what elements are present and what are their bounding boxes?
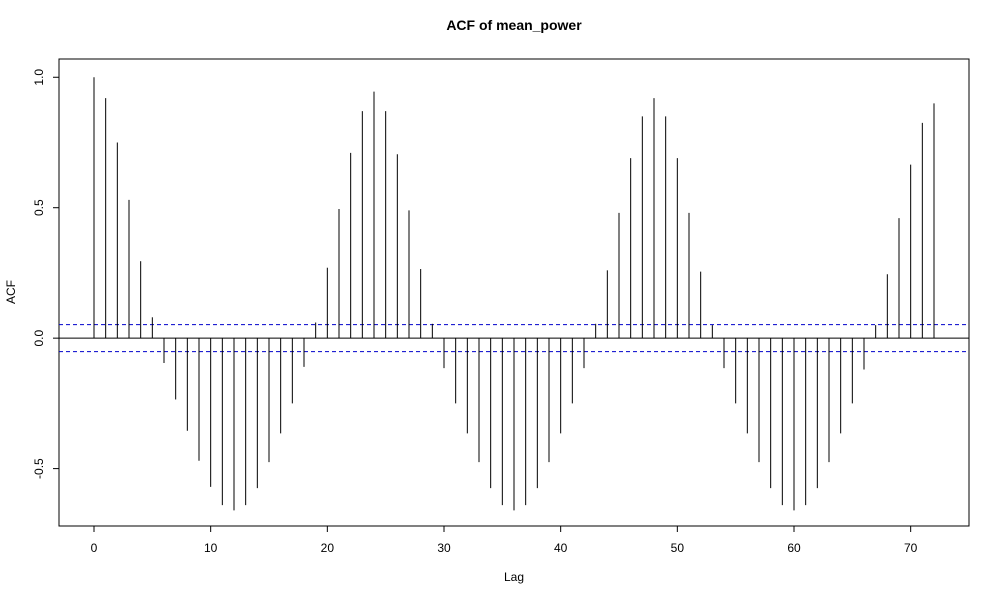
x-tick-label: 30 bbox=[437, 541, 451, 555]
y-tick-label: 0.0 bbox=[32, 329, 46, 346]
x-tick-label: 70 bbox=[904, 541, 918, 555]
x-tick-label: 20 bbox=[321, 541, 335, 555]
y-tick-label: -0.5 bbox=[32, 458, 46, 479]
x-tick-label: 60 bbox=[787, 541, 801, 555]
x-tick-label: 50 bbox=[671, 541, 685, 555]
y-axis-title: ACF bbox=[4, 280, 18, 304]
plot-frame bbox=[58, 58, 970, 527]
x-axis-title: Lag bbox=[504, 570, 524, 584]
x-tick-label: 10 bbox=[204, 541, 218, 555]
y-tick-label: 0.5 bbox=[32, 199, 46, 216]
x-tick-label: 0 bbox=[91, 541, 98, 555]
y-tick-label: 1.0 bbox=[32, 69, 46, 86]
chart-title: ACF of mean_power bbox=[446, 17, 582, 33]
plot-area: 0 10 20 30 40 50 60 70 -0.5 0.0 0.5 1.0 bbox=[32, 58, 970, 555]
x-tick-label: 40 bbox=[554, 541, 568, 555]
